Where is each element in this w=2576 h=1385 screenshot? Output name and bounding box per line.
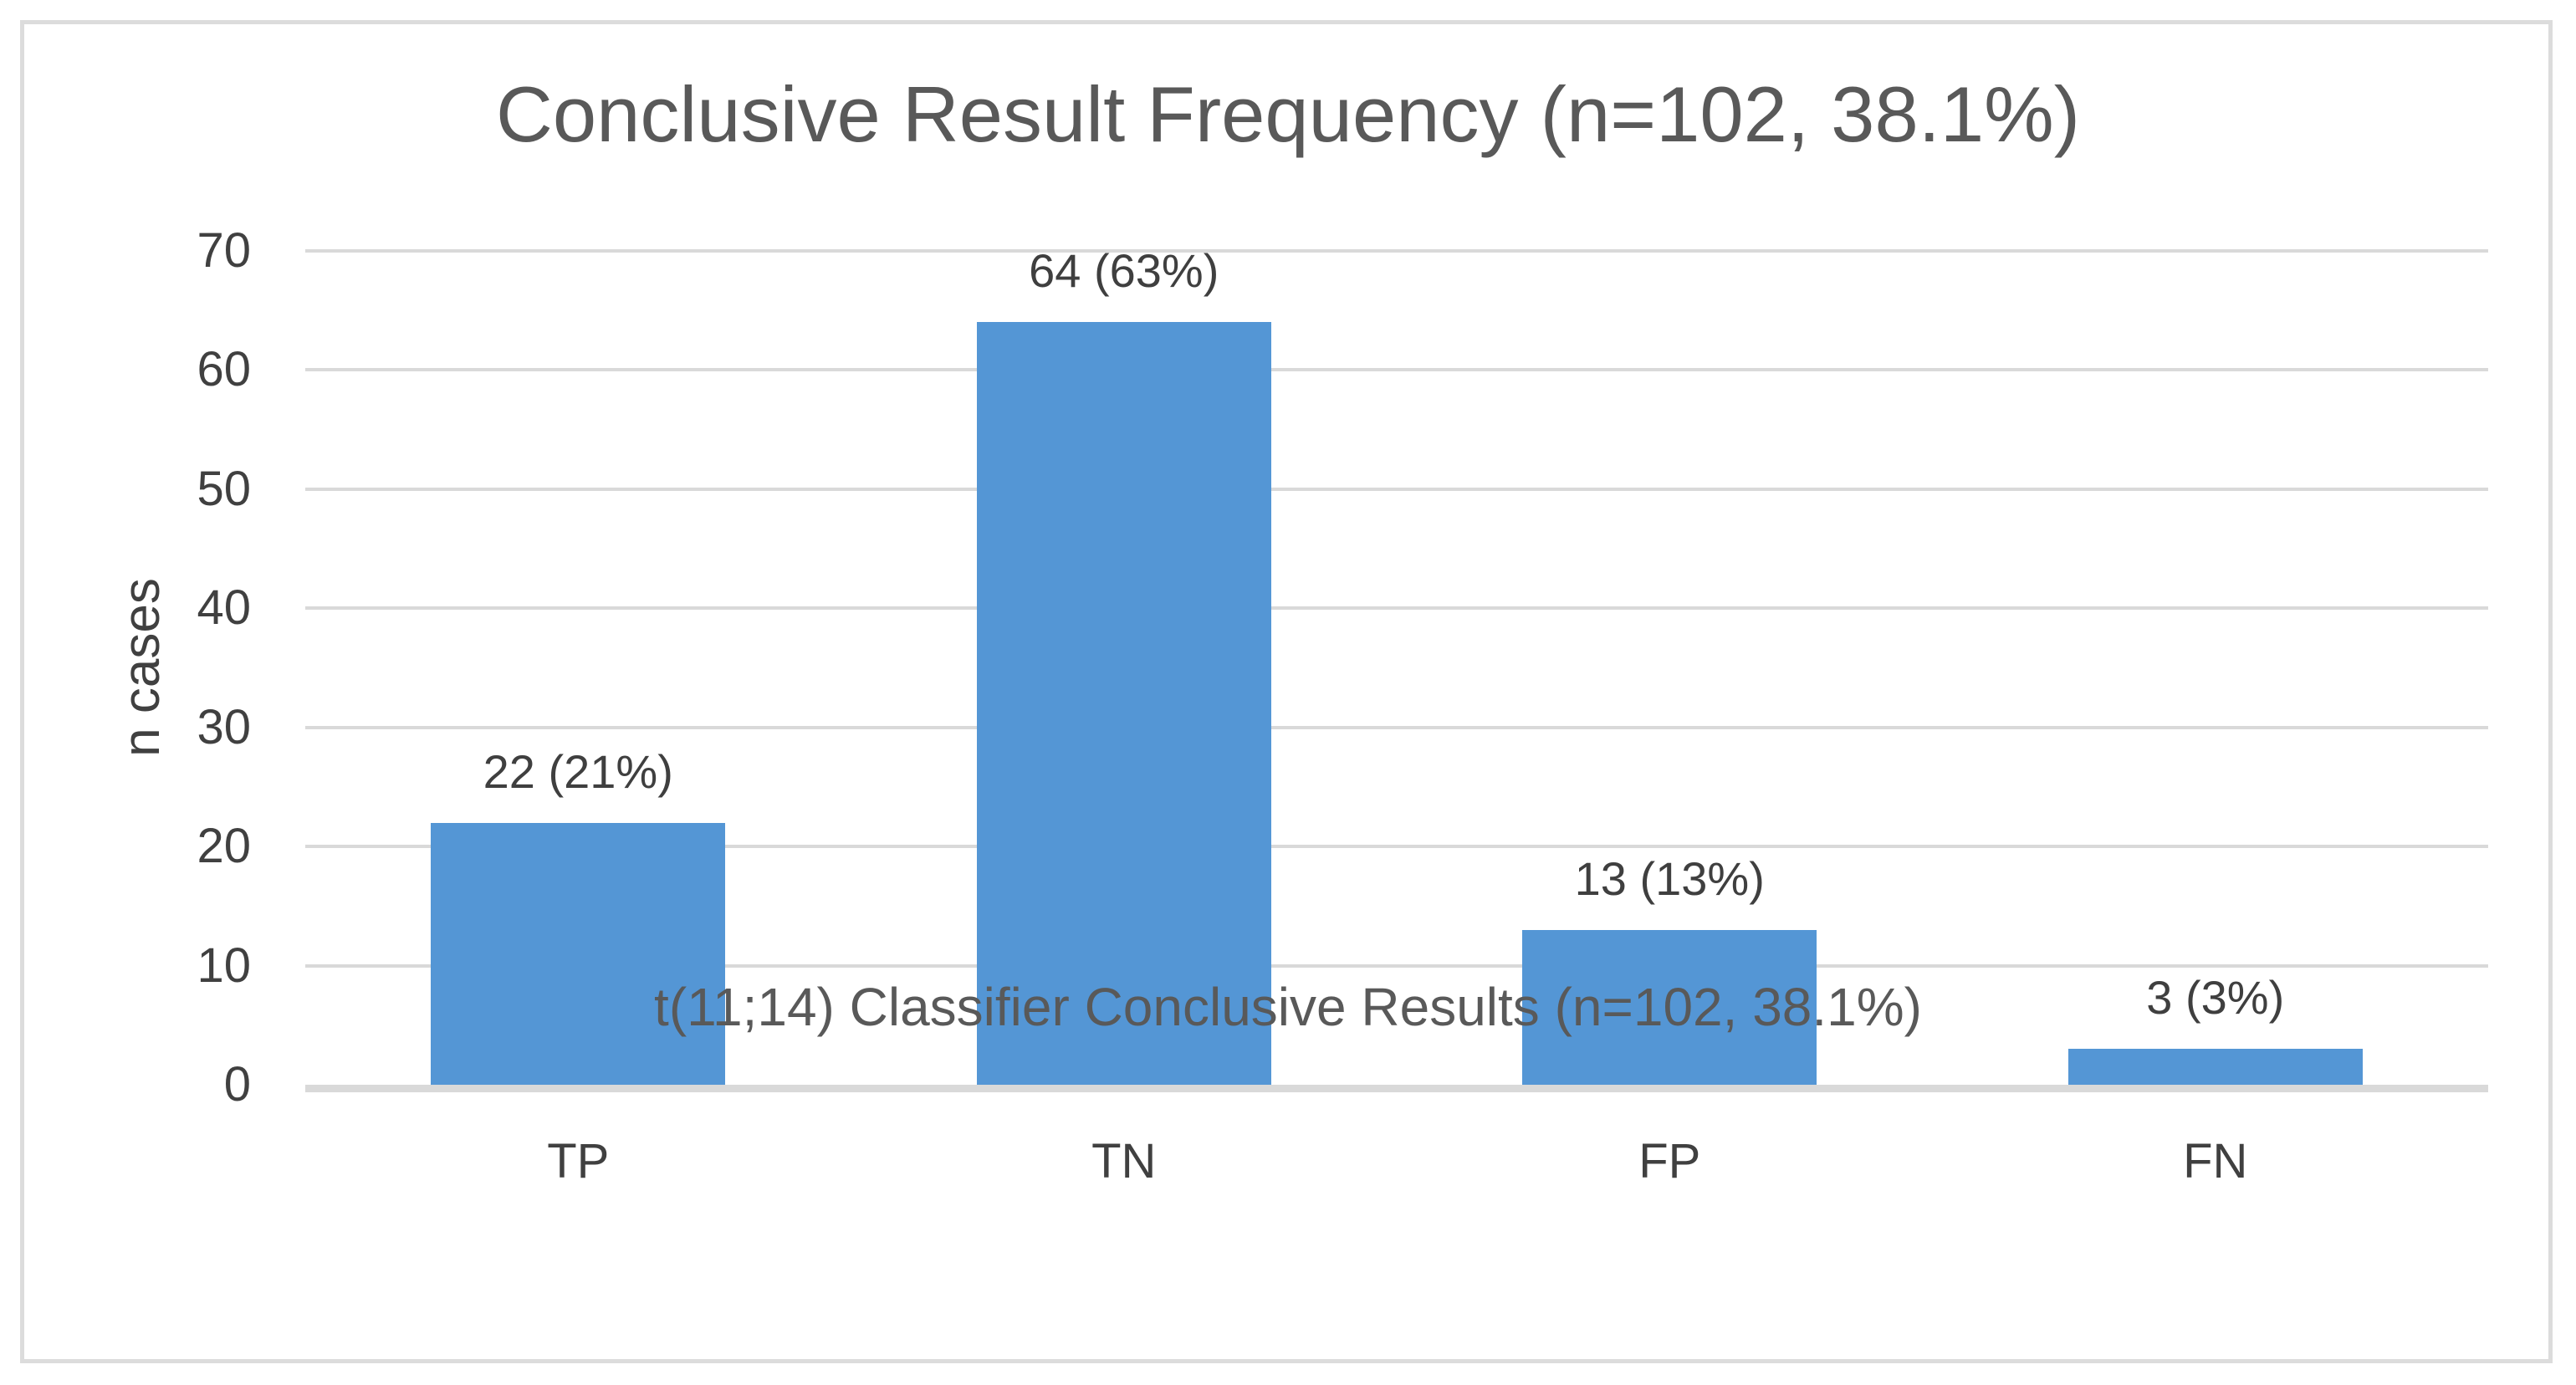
x-tick-label-tn: TN [1091, 1134, 1157, 1188]
bar-fp [1522, 929, 1817, 1085]
gridline-20 [305, 845, 2488, 849]
y-tick-label-60: 60 [197, 342, 251, 397]
y-tick-label-10: 10 [197, 938, 251, 993]
data-label-fn: 3 (3%) [2146, 971, 2285, 1025]
data-label-fp: 13 (13%) [1574, 851, 1765, 905]
x-tick-label-fp: FP [1638, 1134, 1701, 1188]
bar-tn [976, 322, 1271, 1085]
data-label-tp: 22 (21%) [483, 744, 673, 798]
gridline-10 [305, 963, 2488, 968]
bar-fn [2067, 1049, 2363, 1085]
y-tick-label-40: 40 [197, 580, 251, 636]
x-axis-title: t(11;14) Classifier Conclusive Results (… [654, 977, 1922, 1037]
y-tick-label-0: 0 [223, 1057, 251, 1112]
data-label-tn: 64 (63%) [1029, 244, 1219, 298]
x-axis-line [305, 1085, 2488, 1092]
y-tick-label-50: 50 [197, 461, 251, 516]
y-tick-label-70: 70 [197, 223, 251, 278]
gridline-40 [305, 606, 2488, 611]
chart-frame [20, 20, 2553, 1363]
gridline-50 [305, 487, 2488, 491]
gridline-70 [305, 249, 2488, 253]
x-tick-label-tp: TP [547, 1134, 610, 1188]
plot-area: 0 10 20 30 40 50 60 70 22 (21%) TP 64 (63%) TN 13 (1… [197, 227, 2488, 1186]
x-tick-label-fn: FN [2183, 1134, 2248, 1188]
gridline-60 [305, 368, 2488, 372]
gridline-30 [305, 725, 2488, 729]
bar-tp [431, 822, 726, 1085]
y-tick-label-20: 20 [197, 819, 251, 874]
chart-title: Conclusive Result Frequency (n=102, 38.1… [495, 70, 2081, 158]
y-tick-label-30: 30 [197, 699, 251, 754]
